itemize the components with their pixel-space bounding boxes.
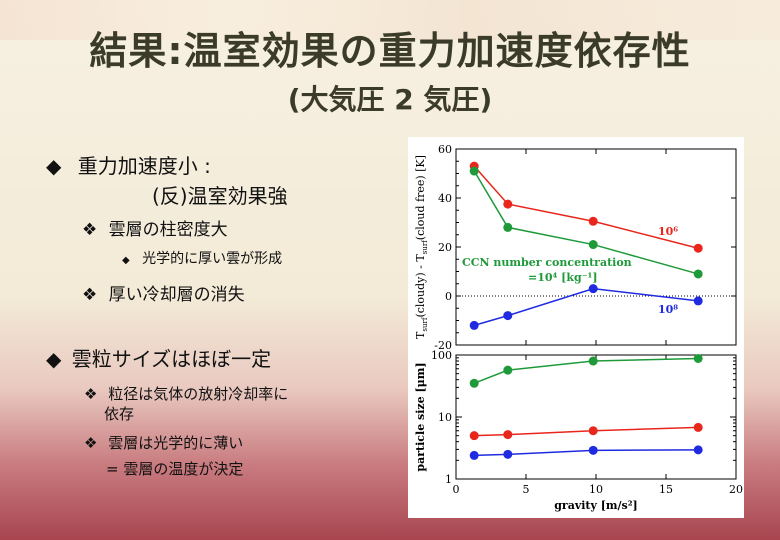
x-tick-label: 20	[729, 483, 743, 496]
x-tick-label: 10	[589, 483, 603, 496]
top-y-tick-label: 0	[445, 290, 452, 303]
bullet-1-sub-2-text: 厚い冷却層の消失	[108, 285, 245, 305]
top-series-line-0	[473, 165, 699, 249]
bullet-2: ◆ 雲粒サイズはほぼ一定	[46, 343, 271, 372]
bottom-series-point-2	[693, 445, 703, 455]
bottom-series-point-1	[469, 431, 479, 441]
legend-label-1e4-title: CCN number concentration	[462, 256, 632, 269]
diamond-bullet-icon: ◆	[46, 347, 62, 371]
bullet-1-text: 重力加速度小 :	[77, 154, 211, 178]
chart-svg: -20 0 20 40 60 0 5 10 15 20 1 10 100 Tsurf(cloudy) …	[414, 143, 743, 512]
legend-label-1e4-value: =10⁴ [kg⁻¹]	[528, 271, 598, 284]
bullet-1-sub-2: ❖ 厚い冷却層の消失	[82, 280, 245, 305]
legend-label-1e6: 10⁶	[658, 225, 678, 238]
top-y-tick-label: -20	[434, 339, 452, 352]
bullet-2-text: 雲粒サイズはほぼ一定	[71, 347, 272, 371]
small-diamond-bullet-icon: ◆	[122, 255, 130, 266]
top-series-point-1	[693, 269, 703, 279]
bottom-series-point-0	[693, 353, 703, 363]
x-tick-label: 5	[523, 483, 530, 496]
bottom-y-tick-label: 10	[438, 411, 452, 424]
bottom-y-axis-label: particle size [μm]	[414, 362, 427, 471]
top-series-line-2	[473, 287, 699, 327]
bullet-1-sub-1a: ◆ 光学的に厚い雲が形成	[122, 248, 282, 268]
diamond-bullet-icon: ◆	[46, 154, 62, 178]
top-series-point-2	[503, 311, 513, 321]
chart-panel: -20 0 20 40 60 0 5 10 15 20 1 10 100 Tsurf(cloudy) …	[408, 137, 744, 518]
top-y-tick-label: 60	[438, 143, 452, 156]
bullet-2-sub-1: ❖ 粒径は気体の放射冷却率に	[84, 383, 288, 404]
decorative-header-band	[0, 0, 780, 40]
bottom-series-point-1	[693, 422, 703, 432]
bottom-series-point-2	[588, 445, 598, 455]
bullet-1-sub-1: ❖ 雲層の柱密度大	[82, 215, 228, 240]
x-tick-label: 15	[659, 483, 673, 496]
bullet-2-sub-2: ❖ 雲層は光学的に薄い	[84, 432, 243, 453]
top-y-tick-label: 20	[438, 241, 452, 254]
bullet-2-sub-2-text: 雲層は光学的に薄い	[108, 434, 244, 452]
clover-bullet-icon: ❖	[82, 285, 98, 305]
bottom-series-point-1	[503, 430, 513, 440]
top-y-axis-label: Tsurf(cloudy) - Tsurf(cloud free) [K]	[414, 155, 429, 339]
clover-bullet-icon: ❖	[84, 434, 98, 452]
bottom-series-point-1	[588, 426, 598, 436]
bottom-y-tick-label: 1	[445, 473, 452, 486]
legend-label-1e8: 10⁸	[658, 303, 678, 316]
bullet-1: ◆ 重力加速度小 :	[46, 150, 211, 179]
top-series-point-1	[588, 240, 598, 250]
x-tick-label: 0	[453, 483, 460, 496]
clover-bullet-icon: ❖	[84, 385, 98, 403]
x-axis-label: gravity [m/s²]	[554, 499, 638, 512]
bullet-2-sub-2-text-cont: = 雲層の温度が決定	[106, 460, 244, 478]
top-series-point-2	[588, 284, 598, 294]
top-series-line-1	[473, 170, 699, 275]
bottom-series-line-1	[474, 426, 699, 437]
top-series-point-1	[503, 222, 513, 232]
top-series-point-0	[503, 199, 513, 209]
clover-bullet-icon: ❖	[82, 220, 98, 240]
bottom-series-point-0	[469, 378, 479, 388]
top-series-point-1	[469, 166, 479, 176]
bullet-2-sub-1-text-cont: 依存	[104, 405, 135, 423]
bottom-series-line-2	[474, 449, 699, 457]
bottom-series-point-0	[503, 365, 513, 375]
bottom-series-point-2	[503, 449, 513, 459]
bottom-series-point-2	[469, 450, 479, 460]
bottom-y-tick-label: 100	[431, 349, 452, 362]
bullet-1-sub-1a-text: 光学的に厚い雲が形成	[142, 251, 283, 267]
bottom-series-point-0	[588, 356, 598, 366]
top-series-point-2	[693, 296, 703, 306]
slide-subtitle: (大気圧 2 気圧)	[287, 83, 493, 116]
top-series-point-0	[693, 243, 703, 253]
bullet-2-sub-1-text: 粒径は気体の放射冷却率に	[108, 385, 289, 403]
bullet-1-text-cont: (反)温室効果強	[152, 184, 288, 208]
bullet-1-sub-1-text: 雲層の柱密度大	[108, 220, 228, 240]
top-series-point-0	[588, 216, 598, 226]
top-y-tick-label: 40	[438, 192, 452, 205]
top-series-point-2	[469, 320, 479, 330]
slide-title: 結果:温室効果の重力加速度依存性	[89, 29, 691, 73]
bottom-series-line-0	[473, 357, 699, 384]
